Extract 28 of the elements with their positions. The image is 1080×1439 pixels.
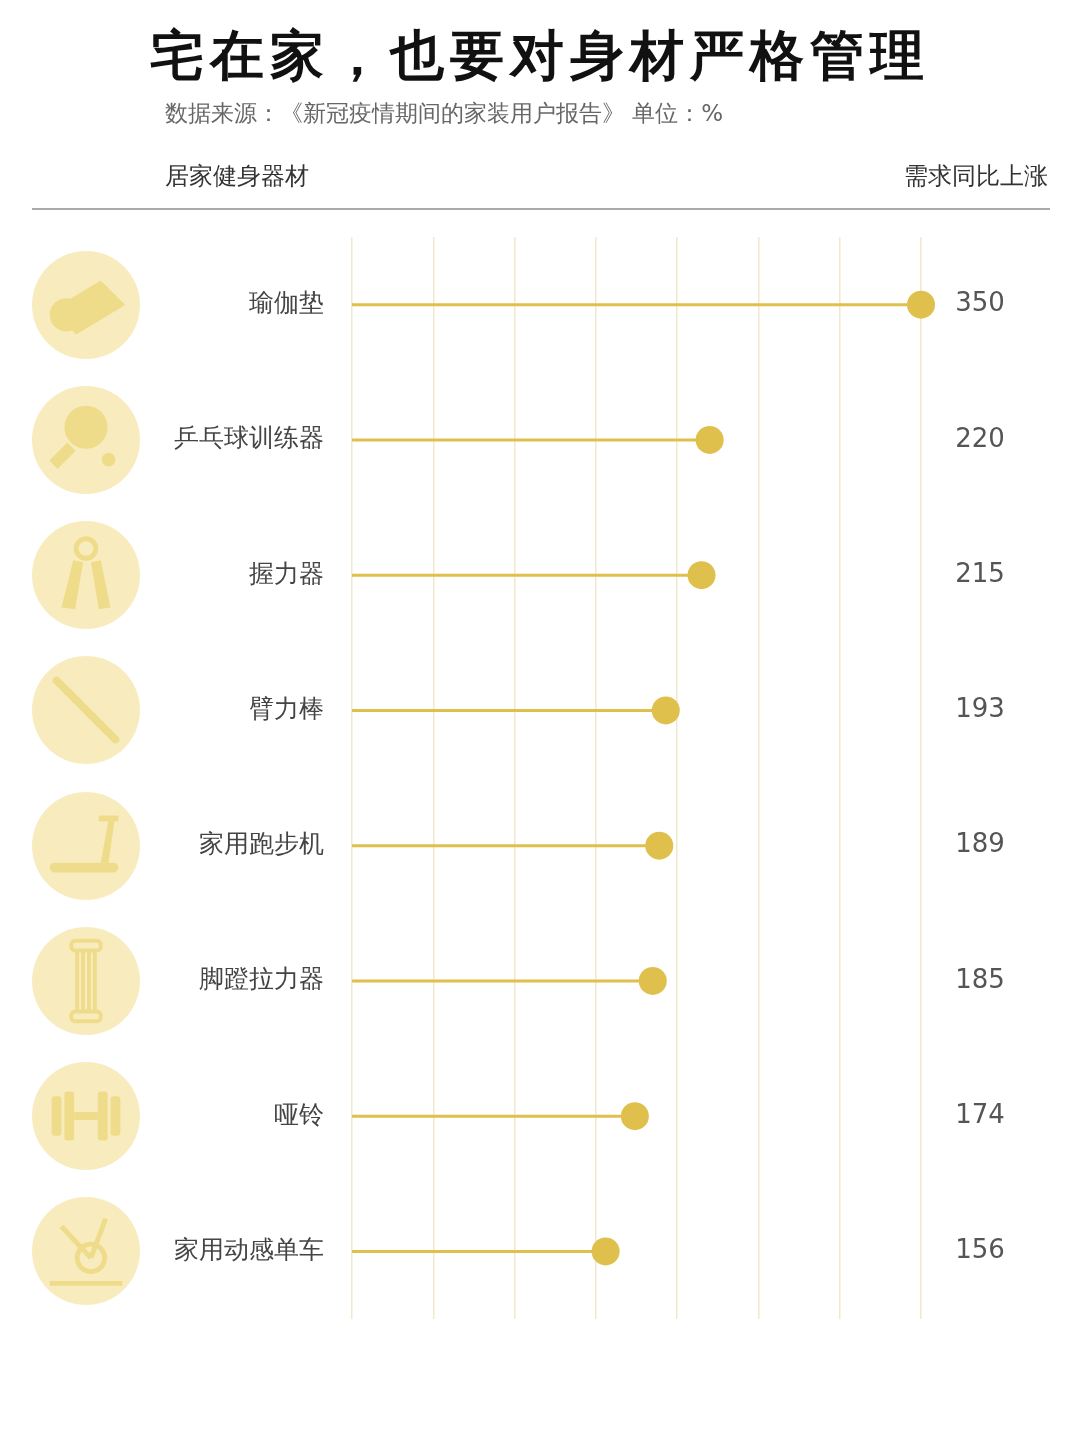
- point: [907, 290, 935, 319]
- y-tick-label: 家用跑步机: [199, 829, 324, 859]
- chart-title: 宅在家，也要对身材严格管理: [149, 23, 931, 89]
- chart-subtitle: 数据来源：《新冠疫情期间的家装用户报告》 单位：%: [165, 99, 724, 128]
- data-label: 185: [955, 963, 1005, 994]
- y-tick-label: 脚蹬拉力器: [199, 964, 324, 994]
- data-label: 174: [955, 1098, 1005, 1129]
- text: 需求同比上涨: [904, 161, 1048, 192]
- y-tick-label: 臂力棒: [249, 693, 324, 723]
- y-axis-title: 居家健身器材: [165, 161, 309, 192]
- point: [591, 1237, 620, 1266]
- point: [651, 696, 680, 725]
- y-tick-label: 乒乓球训练器: [174, 423, 324, 453]
- data-label: 215: [955, 557, 1005, 588]
- point: [638, 966, 667, 995]
- y-tick-label: 哑铃: [274, 1099, 324, 1129]
- data-label: 156: [955, 1234, 1005, 1265]
- y-tick-label: 握力器: [249, 558, 324, 588]
- data-label: 220: [955, 422, 1005, 453]
- point: [695, 425, 724, 454]
- data-label: 350: [955, 287, 1005, 318]
- point: [687, 561, 716, 590]
- data-label: 193: [955, 693, 1005, 724]
- data-label: 189: [955, 828, 1005, 859]
- y-tick-label: 家用动感单车: [174, 1234, 324, 1264]
- point: [620, 1102, 649, 1131]
- point: [645, 831, 674, 860]
- y-tick-label: 瑜伽垫: [249, 288, 324, 318]
